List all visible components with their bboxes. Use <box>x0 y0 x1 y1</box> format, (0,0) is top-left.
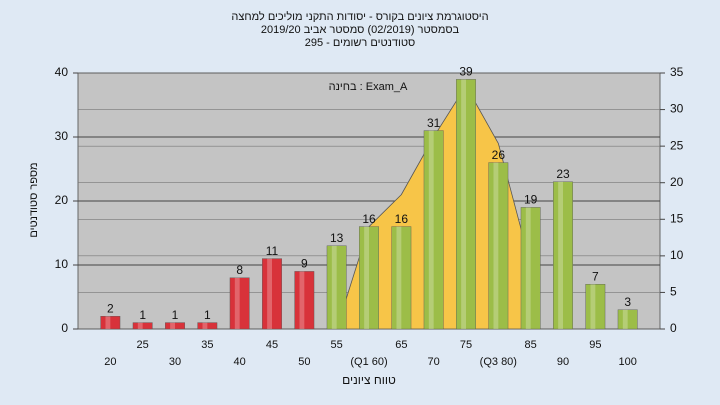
bar <box>520 207 541 330</box>
bar-highlight <box>234 277 240 329</box>
y-axis-label: מספר סטודנטים <box>28 162 40 237</box>
x-tick-label: (Q3 80) <box>480 356 517 368</box>
y2-tick-label: 20 <box>670 175 684 189</box>
x-tick-label: 40 <box>234 356 246 368</box>
bar <box>456 79 476 330</box>
bar <box>132 322 153 330</box>
bar <box>585 284 606 330</box>
x-tick-label: 30 <box>169 356 181 368</box>
bar-highlight <box>170 322 175 329</box>
x-tick-label: 20 <box>104 356 116 368</box>
bar <box>165 322 185 330</box>
bar-highlight <box>202 322 208 329</box>
value-label: 3 <box>624 295 631 309</box>
chart-subtitle: סטודנטים רשומים - 295 <box>305 37 416 49</box>
x-tick-label: 65 <box>395 339 407 351</box>
value-label: 2 <box>107 301 114 315</box>
value-label: 11 <box>266 244 279 258</box>
value-label: 16 <box>395 212 409 226</box>
x-tick-label: 75 <box>460 339 472 351</box>
value-label: 13 <box>330 231 344 245</box>
value-label: 1 <box>204 308 211 322</box>
y2-tick-label: 15 <box>670 211 684 225</box>
value-label: 31 <box>427 116 441 130</box>
chart-title: היסטוגרמת ציונים בקורס - יסודות התקני מו… <box>231 10 488 23</box>
annotation: בחינה : Exam_A <box>329 81 408 93</box>
bar-highlight <box>461 79 466 330</box>
bar <box>100 316 121 330</box>
bar-highlight <box>331 245 337 329</box>
x-tick-label: 45 <box>266 339 278 351</box>
bar-highlight <box>137 322 143 329</box>
x-tick-label: 25 <box>137 339 149 351</box>
bar <box>359 226 379 330</box>
bar <box>391 226 412 330</box>
value-label: 8 <box>236 263 243 277</box>
y-tick-label: 0 <box>61 321 68 335</box>
bar <box>229 277 250 330</box>
x-tick-label: 70 <box>428 356 440 368</box>
x-tick-label: 100 <box>618 356 636 368</box>
y-tick-label: 10 <box>55 257 69 271</box>
y2-tick-label: 30 <box>670 102 684 116</box>
y2-tick-label: 10 <box>670 248 684 262</box>
bar-highlight <box>525 207 531 329</box>
y-tick-label: 30 <box>55 129 69 143</box>
value-label: 1 <box>139 308 146 322</box>
value-label: 26 <box>492 148 506 162</box>
bar-highlight <box>396 226 402 329</box>
bar <box>197 322 218 330</box>
x-tick-label: 50 <box>298 356 310 368</box>
bar-highlight <box>428 130 434 329</box>
bar <box>617 309 638 330</box>
bar-highlight <box>558 181 563 329</box>
bar-highlight <box>590 284 596 329</box>
y-tick-label: 20 <box>55 193 69 207</box>
bar <box>488 162 509 330</box>
value-label: 1 <box>172 308 179 322</box>
y2-tick-label: 35 <box>670 65 684 79</box>
value-label: 7 <box>592 269 599 283</box>
bar <box>294 271 315 330</box>
bar <box>326 245 347 330</box>
y2-tick-label: 0 <box>670 321 677 335</box>
chart-subtitle: בסמסטר (02/2019) סמסטר אביב 2019/20 <box>261 24 460 36</box>
bar <box>553 181 573 330</box>
value-label: 19 <box>524 193 538 207</box>
y2-tick-label: 5 <box>670 285 677 299</box>
bar <box>262 258 282 330</box>
bar-highlight <box>299 271 305 329</box>
bar-highlight <box>364 226 369 329</box>
value-label: 23 <box>556 167 570 181</box>
bar <box>423 130 444 330</box>
y-tick-label: 40 <box>55 65 69 79</box>
value-label: 9 <box>301 257 308 271</box>
y2-tick-label: 25 <box>670 138 684 152</box>
bar-highlight <box>267 258 272 329</box>
x-tick-label: 85 <box>525 339 537 351</box>
value-label: 16 <box>362 212 376 226</box>
x-tick-label: (Q1 60) <box>350 356 387 368</box>
bar-highlight <box>105 316 111 329</box>
x-tick-label: 55 <box>331 339 343 351</box>
value-label: 39 <box>459 65 473 79</box>
x-axis-label: טווח ציונים <box>342 373 396 387</box>
x-tick-label: 95 <box>589 339 601 351</box>
x-tick-label: 90 <box>557 356 569 368</box>
bar-highlight <box>493 162 499 329</box>
x-tick-label: 35 <box>201 339 213 351</box>
bar-highlight <box>622 309 628 329</box>
